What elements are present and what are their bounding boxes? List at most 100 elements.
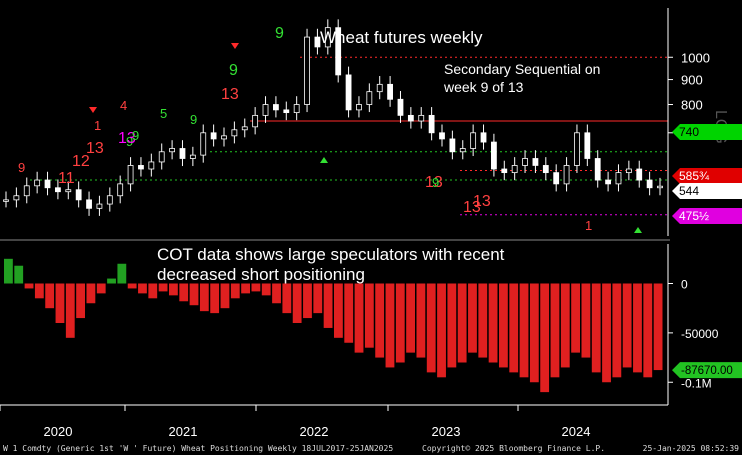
cot-bar bbox=[416, 283, 426, 358]
price-bar-body bbox=[459, 148, 466, 153]
price-bar-body bbox=[169, 148, 175, 153]
cot-bar bbox=[199, 283, 209, 312]
cot-bar bbox=[14, 265, 24, 284]
price-bar-body bbox=[532, 158, 539, 166]
price-bar-body bbox=[221, 135, 227, 140]
price-bar-body bbox=[273, 104, 279, 111]
cot-bar bbox=[189, 283, 199, 306]
y-tick-label: 800 bbox=[681, 98, 703, 113]
td-count-label: 13 bbox=[425, 174, 443, 191]
price-bar-body bbox=[200, 132, 207, 156]
price-bar-body bbox=[407, 114, 414, 122]
price-bar-body bbox=[522, 158, 528, 166]
td-count-label: 9 bbox=[132, 128, 139, 143]
cot-bar bbox=[210, 283, 220, 314]
price-bar-body bbox=[615, 172, 622, 185]
x-tick-label: 2020 bbox=[44, 424, 73, 439]
price-title: Wheat futures weekly bbox=[320, 28, 483, 47]
buy-arrow-icon bbox=[320, 157, 328, 163]
price-bar-body bbox=[44, 179, 51, 189]
price-bar-body bbox=[138, 165, 144, 170]
price-bar-body bbox=[189, 154, 196, 159]
price-bar-body bbox=[252, 114, 259, 128]
cot-bar bbox=[86, 283, 96, 304]
price-bar-body bbox=[335, 27, 342, 76]
cot-bar bbox=[622, 283, 632, 368]
cot-bar bbox=[643, 283, 653, 378]
price-bar-body bbox=[179, 148, 186, 159]
price-bar-body bbox=[542, 165, 549, 174]
cot-bar bbox=[571, 283, 580, 353]
cot-bar bbox=[354, 283, 364, 353]
cot-bar bbox=[55, 283, 65, 323]
price-bar-body bbox=[625, 168, 632, 174]
price-tag bbox=[672, 183, 742, 199]
sell-arrow-icon bbox=[231, 43, 239, 49]
price-bar-body bbox=[511, 165, 518, 174]
cot-bar bbox=[303, 283, 312, 319]
td-count-label: 5 bbox=[160, 106, 167, 121]
cot-bar bbox=[591, 283, 601, 373]
td-count-label: 13 bbox=[463, 199, 481, 216]
td-count-label: 13 bbox=[118, 130, 136, 147]
cot-bar bbox=[488, 283, 498, 363]
cot-bar bbox=[375, 283, 385, 358]
cot-bar bbox=[313, 283, 323, 314]
price-bar-body bbox=[55, 187, 61, 193]
price-bar-body bbox=[96, 203, 103, 209]
y-tick-label: -50000 bbox=[681, 327, 719, 341]
cot-bar bbox=[230, 283, 240, 299]
td-count-label: 4 bbox=[120, 98, 127, 113]
x-tick-label: 2021 bbox=[169, 424, 198, 439]
cot-bar bbox=[478, 283, 488, 358]
price-bar-body bbox=[356, 104, 362, 111]
cot-bar bbox=[169, 283, 178, 296]
cot-bar bbox=[251, 283, 261, 292]
td-count-label: 9 bbox=[190, 112, 197, 127]
price-bar-body bbox=[3, 199, 9, 202]
price-bar-body bbox=[241, 126, 248, 131]
y-tick-label: 900 bbox=[681, 73, 703, 88]
cot-bar bbox=[261, 283, 271, 296]
price-bar-body bbox=[449, 138, 456, 153]
cot-bar bbox=[560, 283, 570, 368]
cot-bar bbox=[468, 283, 477, 353]
cot-bar bbox=[653, 283, 663, 371]
price-bar-body bbox=[75, 189, 82, 201]
price-bar-body bbox=[636, 168, 643, 181]
price-bar-body bbox=[418, 114, 425, 122]
cot-bar bbox=[127, 283, 137, 289]
price-bar-body bbox=[314, 36, 321, 48]
cot-bar bbox=[437, 283, 446, 378]
cot-bar bbox=[148, 283, 158, 299]
price-bar-body bbox=[293, 104, 300, 114]
cot-bar bbox=[292, 283, 302, 323]
cot-bar bbox=[241, 283, 250, 294]
price-bar-body bbox=[397, 98, 404, 116]
cot-bar bbox=[96, 283, 106, 294]
cot-bar bbox=[179, 283, 189, 302]
cot-bar bbox=[499, 283, 508, 368]
sell-arrow-icon bbox=[89, 107, 97, 113]
cot-bar bbox=[272, 283, 281, 304]
cot-bar bbox=[406, 283, 415, 353]
price-bar-body bbox=[106, 195, 113, 205]
y-tick-label: 0 bbox=[681, 278, 688, 292]
cot-bar bbox=[117, 263, 127, 284]
cot-bar bbox=[385, 283, 395, 368]
td-count-label: 13 bbox=[86, 140, 104, 157]
footer-left: W 1 Comdty (Generic 1st 'W ' Future) Whe… bbox=[3, 444, 393, 453]
price-bar-body bbox=[563, 165, 570, 185]
price-bar-body bbox=[117, 183, 124, 197]
price-bar-body bbox=[480, 132, 487, 143]
price-bar-body bbox=[491, 141, 497, 170]
price-bar-body bbox=[65, 189, 72, 193]
cot-bar bbox=[65, 283, 75, 338]
buy-arrow-icon bbox=[634, 227, 642, 233]
price-bar-body bbox=[657, 185, 663, 189]
price-tag-label: 585¾ bbox=[679, 169, 710, 183]
price-bar-body bbox=[148, 161, 155, 170]
price-bar-body bbox=[324, 27, 331, 48]
